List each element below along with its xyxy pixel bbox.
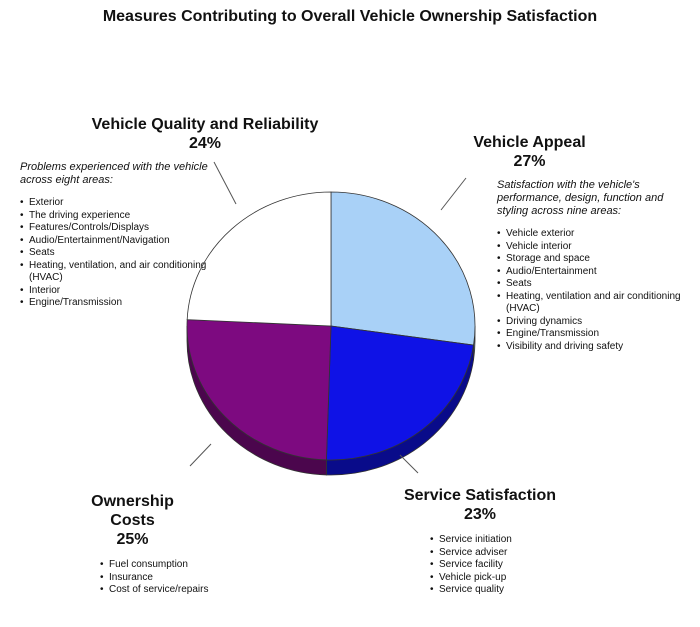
list-item: Interior [20, 285, 220, 298]
list-item: Engine/Transmission [20, 297, 220, 310]
category-name: Service Satisfaction [403, 487, 557, 504]
pie [186, 191, 476, 476]
list-item: Exterior [20, 197, 220, 210]
leader-line [440, 177, 467, 211]
list-item: Cost of service/repairs [100, 584, 240, 597]
list-item: Engine/Transmission [497, 328, 682, 341]
slice-label: Ownership Costs 25% Fuel consumptionInsura… [91, 492, 240, 597]
list-item: Seats [497, 278, 682, 291]
slice-label: Vehicle Appeal 27% Satisfaction with the v… [473, 133, 682, 353]
slice [330, 191, 476, 346]
list-item: Insurance [100, 572, 240, 585]
list-item: Features/Controls/Displays [20, 222, 220, 235]
list-item: Visibility and driving safety [497, 341, 682, 354]
list-item: Fuel consumption [100, 559, 240, 572]
list-item: Service adviser [430, 547, 570, 560]
list-item: Storage and space [497, 253, 682, 266]
slice-heading: Vehicle Appeal 27% [457, 133, 602, 171]
leader-lines [189, 161, 467, 474]
list-item: Heating, ventilation, and air conditioni… [20, 260, 220, 285]
list-item: Service facility [430, 559, 570, 572]
slice [326, 325, 474, 461]
list-item: Audio/Entertainment/Navigation [20, 235, 220, 248]
value-label: 24% [188, 135, 222, 152]
slice [186, 319, 332, 461]
slice-heading: Service Satisfaction 23% [380, 486, 580, 524]
value-label: 23% [463, 506, 497, 523]
category-name: Vehicle Quality and Reliability [91, 116, 319, 133]
list-item: Service quality [430, 584, 570, 597]
slice-heading: Ownership Costs 25% [70, 492, 195, 549]
value-label: 27% [513, 153, 546, 170]
leader-line [189, 443, 212, 467]
leader-line [213, 161, 237, 205]
list-item: The driving experience [20, 210, 220, 223]
list-item: Vehicle interior [497, 241, 682, 254]
leader-line [399, 454, 419, 474]
item-list: Service initiationService adviserService… [430, 534, 570, 597]
slice-label: Service Satisfaction 23% Service initiatio… [404, 486, 570, 597]
list-item: Vehicle exterior [497, 228, 682, 241]
list-item: Seats [20, 247, 220, 260]
list-item: Vehicle pick-up [430, 572, 570, 585]
list-item: Heating, ventilation and air conditionin… [497, 291, 682, 316]
description: Satisfaction with the vehicle's performa… [497, 179, 664, 217]
list-item: Driving dynamics [497, 316, 682, 329]
category-name: Vehicle Appeal [473, 134, 586, 151]
slice-label: Vehicle Quality and Reliability 24% Proble… [20, 115, 318, 310]
item-list: Fuel consumptionInsuranceCost of service… [100, 559, 240, 597]
item-list: Vehicle exteriorVehicle interiorStorage … [497, 228, 682, 353]
description: Problems experienced with the vehicle ac… [20, 161, 208, 186]
list-item: Audio/Entertainment [497, 266, 682, 279]
chart-title: Measures Contributing to Overall Vehicle… [102, 8, 598, 25]
category-name: Ownership Costs [91, 493, 174, 529]
slice-heading: Vehicle Quality and Reliability 24% [45, 115, 365, 153]
list-item: Service initiation [430, 534, 570, 547]
item-list: ExteriorThe driving experienceFeatures/C… [20, 197, 220, 310]
value-label: 25% [116, 531, 149, 548]
